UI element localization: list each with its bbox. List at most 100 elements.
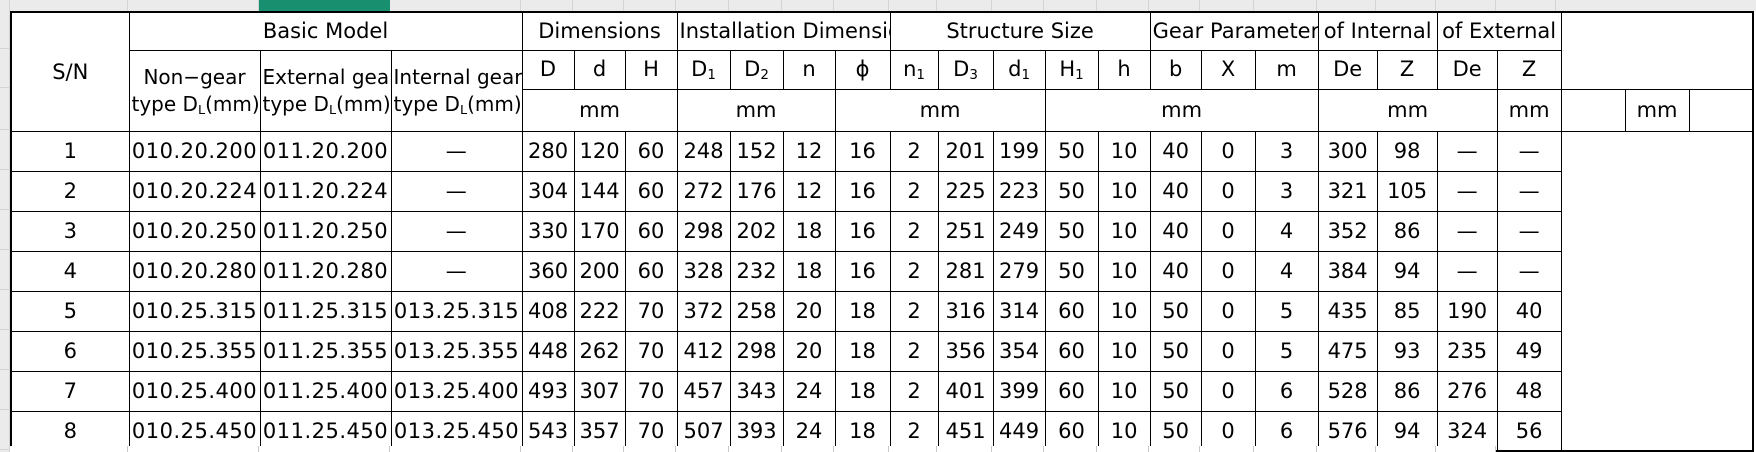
cell-model-internal-gear[interactable]: — — [390, 130, 523, 172]
cell-internal-Z[interactable]: 94 — [1376, 250, 1438, 292]
cell-D3[interactable]: 316 — [937, 290, 994, 332]
row-header-cell[interactable] — [0, 290, 9, 330]
cell-D1[interactable]: 298 — [676, 210, 731, 252]
cell-d[interactable]: 222 — [573, 290, 626, 332]
cell-external-Z[interactable]: — — [1496, 250, 1562, 292]
cell-d1[interactable]: 354 — [992, 330, 1046, 372]
cell-d1[interactable]: 223 — [992, 170, 1046, 212]
cell-m[interactable]: 5 — [1254, 330, 1319, 372]
column-header-cell[interactable] — [1097, 0, 1149, 11]
cell-X[interactable]: 0 — [1200, 410, 1256, 452]
cell-b[interactable]: 40 — [1149, 250, 1202, 292]
cell-H1[interactable]: 60 — [1044, 370, 1099, 412]
cell-model-external-gear[interactable]: 011.25.315 — [259, 290, 392, 332]
cell-n1[interactable]: 2 — [889, 290, 939, 332]
cell-D[interactable]: 280 — [521, 130, 575, 172]
cell-m[interactable]: 4 — [1254, 250, 1319, 292]
column-header-cell[interactable] — [1436, 0, 1496, 11]
cell-H[interactable]: 60 — [624, 170, 678, 212]
cell-H1[interactable]: 60 — [1044, 290, 1099, 332]
cell-phi[interactable]: 18 — [834, 290, 891, 332]
cell-model-non-gear[interactable]: 010.25.400 — [128, 370, 261, 412]
table-row[interactable]: 4 010.20.280 011.20.280—360 200 60 328 232 18 16… — [10, 250, 1753, 292]
cell-D[interactable]: 543 — [521, 410, 575, 452]
cell-phi[interactable]: 16 — [834, 170, 891, 212]
cell-sn[interactable]: 7 — [10, 370, 130, 412]
cell-D2[interactable]: 152 — [729, 130, 784, 172]
column-header-cell[interactable] — [992, 0, 1044, 11]
cell-model-internal-gear[interactable]: — — [390, 210, 523, 252]
cell-model-external-gear[interactable]: 011.20.200 — [259, 130, 392, 172]
table-row[interactable]: 7 010.25.400 011.25.400 013.25.400 493 307 70 4… — [10, 370, 1753, 412]
cell-external-Z[interactable]: — — [1496, 210, 1562, 252]
cell-model-internal-gear[interactable]: 013.25.450 — [390, 410, 523, 452]
cell-internal-Z[interactable]: 86 — [1376, 210, 1438, 252]
row-header-cell[interactable] — [0, 410, 9, 450]
cell-D1[interactable]: 248 — [676, 130, 731, 172]
cell-sn[interactable]: 1 — [10, 130, 130, 172]
column-header-cell[interactable] — [259, 0, 390, 11]
cell-n[interactable]: 12 — [782, 130, 836, 172]
cell-external-De[interactable]: — — [1436, 250, 1498, 292]
cell-X[interactable]: 0 — [1200, 290, 1256, 332]
cell-H[interactable]: 60 — [624, 130, 678, 172]
cell-D3[interactable]: 356 — [937, 330, 994, 372]
cell-H[interactable]: 60 — [624, 250, 678, 292]
cell-D1[interactable]: 372 — [676, 290, 731, 332]
column-header-cell[interactable] — [834, 0, 889, 11]
cell-D[interactable]: 493 — [521, 370, 575, 412]
cell-D[interactable]: 360 — [521, 250, 575, 292]
row-header-cell[interactable] — [0, 11, 9, 49]
cell-D2[interactable]: 258 — [729, 290, 784, 332]
cell-D3[interactable]: 401 — [937, 370, 994, 412]
cell-n[interactable]: 20 — [782, 290, 836, 332]
cell-internal-De[interactable]: 384 — [1317, 250, 1378, 292]
cell-D1[interactable]: 272 — [676, 170, 731, 212]
cell-d[interactable]: 307 — [573, 370, 626, 412]
cell-d[interactable]: 200 — [573, 250, 626, 292]
cell-sn[interactable]: 2 — [10, 170, 130, 212]
cell-sn[interactable]: 5 — [10, 290, 130, 332]
cell-n[interactable]: 18 — [782, 250, 836, 292]
cell-X[interactable]: 0 — [1200, 330, 1256, 372]
cell-D[interactable]: 330 — [521, 210, 575, 252]
cell-X[interactable]: 0 — [1200, 370, 1256, 412]
column-header-cell[interactable] — [1317, 0, 1376, 11]
cell-model-external-gear[interactable]: 011.20.280 — [259, 250, 392, 292]
cell-d1[interactable]: 449 — [992, 410, 1046, 452]
cell-m[interactable]: 6 — [1254, 410, 1319, 452]
cell-n[interactable]: 20 — [782, 330, 836, 372]
cell-h[interactable]: 10 — [1097, 170, 1151, 212]
cell-D2[interactable]: 298 — [729, 330, 784, 372]
cell-D3[interactable]: 251 — [937, 210, 994, 252]
cell-H[interactable]: 70 — [624, 410, 678, 452]
cell-sn[interactable]: 8 — [10, 410, 130, 452]
cell-sn[interactable]: 4 — [10, 250, 130, 292]
cell-external-Z[interactable]: 49 — [1496, 330, 1562, 372]
row-header-cell[interactable] — [0, 49, 9, 88]
cell-internal-Z[interactable]: 86 — [1376, 370, 1438, 412]
cell-D3[interactable]: 451 — [937, 410, 994, 452]
row-header-cell[interactable] — [0, 210, 9, 250]
cell-external-De[interactable]: — — [1436, 130, 1498, 172]
cell-d1[interactable]: 279 — [992, 250, 1046, 292]
cell-phi[interactable]: 16 — [834, 130, 891, 172]
cell-D3[interactable]: 225 — [937, 170, 994, 212]
column-header-cell[interactable] — [937, 0, 992, 11]
cell-phi[interactable]: 18 — [834, 370, 891, 412]
column-header-cell[interactable] — [128, 0, 259, 11]
cell-model-external-gear[interactable]: 011.25.450 — [259, 410, 392, 452]
cell-internal-Z[interactable]: 85 — [1376, 290, 1438, 332]
table-row[interactable]: 1 010.20.200 011.20.200—280 120 60 248 152 12 16… — [10, 130, 1753, 172]
cell-h[interactable]: 10 — [1097, 210, 1151, 252]
cell-n[interactable]: 18 — [782, 210, 836, 252]
cell-d1[interactable]: 199 — [992, 130, 1046, 172]
row-header-cell[interactable] — [0, 250, 9, 290]
table-row[interactable]: 3 010.20.250 011.20.250—330 170 60 298 202 18 16… — [10, 210, 1753, 252]
cell-m[interactable]: 5 — [1254, 290, 1319, 332]
cell-h[interactable]: 10 — [1097, 130, 1151, 172]
table-row[interactable]: 6 010.25.355 011.25.355 013.25.355 448 262 70 4… — [10, 330, 1753, 372]
cell-external-Z[interactable]: 48 — [1496, 370, 1562, 412]
cell-internal-De[interactable]: 475 — [1317, 330, 1378, 372]
column-header-cell[interactable] — [1044, 0, 1097, 11]
